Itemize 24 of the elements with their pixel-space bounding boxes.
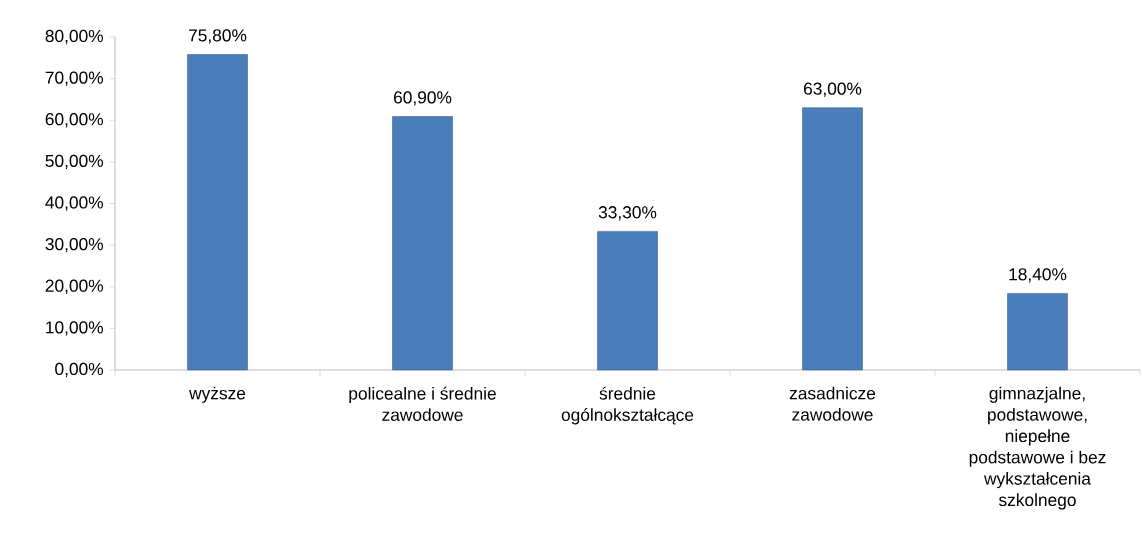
- x-tick-label: gimnazjalne, podstawowe, niepełne podstawowe i bez wykształcenia szkolnego: [969, 386, 1106, 510]
- y-tick-label: 10,00%: [46, 321, 104, 336]
- x-tick-label: policealne i średnie zawodowe: [349, 386, 496, 421]
- data-label: 63,00%: [803, 82, 862, 97]
- y-tick-label: 60,00%: [45, 113, 104, 128]
- x-tick-label: zasadnicze zawodowe: [789, 386, 876, 421]
- y-tick-label: 0,00%: [55, 362, 104, 378]
- bar: [1007, 293, 1068, 371]
- y-tick-label: 70,00%: [45, 71, 104, 86]
- bar: [187, 54, 248, 371]
- y-tick-label: 50,00%: [45, 154, 104, 170]
- data-label: 75,80%: [189, 29, 247, 44]
- y-tick-label: 30,00%: [45, 237, 104, 253]
- y-tick-label: 80,00%: [45, 29, 104, 45]
- y-tick-label: 20,00%: [45, 279, 104, 294]
- data-label: 33,30%: [598, 206, 657, 221]
- x-tick-label: wyższe: [189, 386, 246, 403]
- data-label: 18,40%: [1009, 268, 1067, 283]
- y-tick-label: 40,00%: [45, 196, 104, 211]
- bar: [802, 107, 863, 371]
- bar: [392, 116, 453, 371]
- bar: [597, 231, 658, 371]
- data-label: 60,90%: [393, 91, 452, 106]
- x-tick-label: średnie ogólnokształcące: [561, 386, 694, 425]
